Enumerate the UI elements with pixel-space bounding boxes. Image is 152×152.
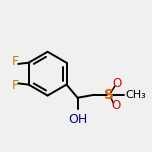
Text: S: S <box>104 88 114 102</box>
Text: O: O <box>111 99 120 112</box>
Text: F: F <box>12 79 19 92</box>
Text: CH₃: CH₃ <box>126 90 147 100</box>
Text: O: O <box>112 77 122 90</box>
Text: F: F <box>12 55 19 68</box>
Text: OH: OH <box>68 113 87 126</box>
